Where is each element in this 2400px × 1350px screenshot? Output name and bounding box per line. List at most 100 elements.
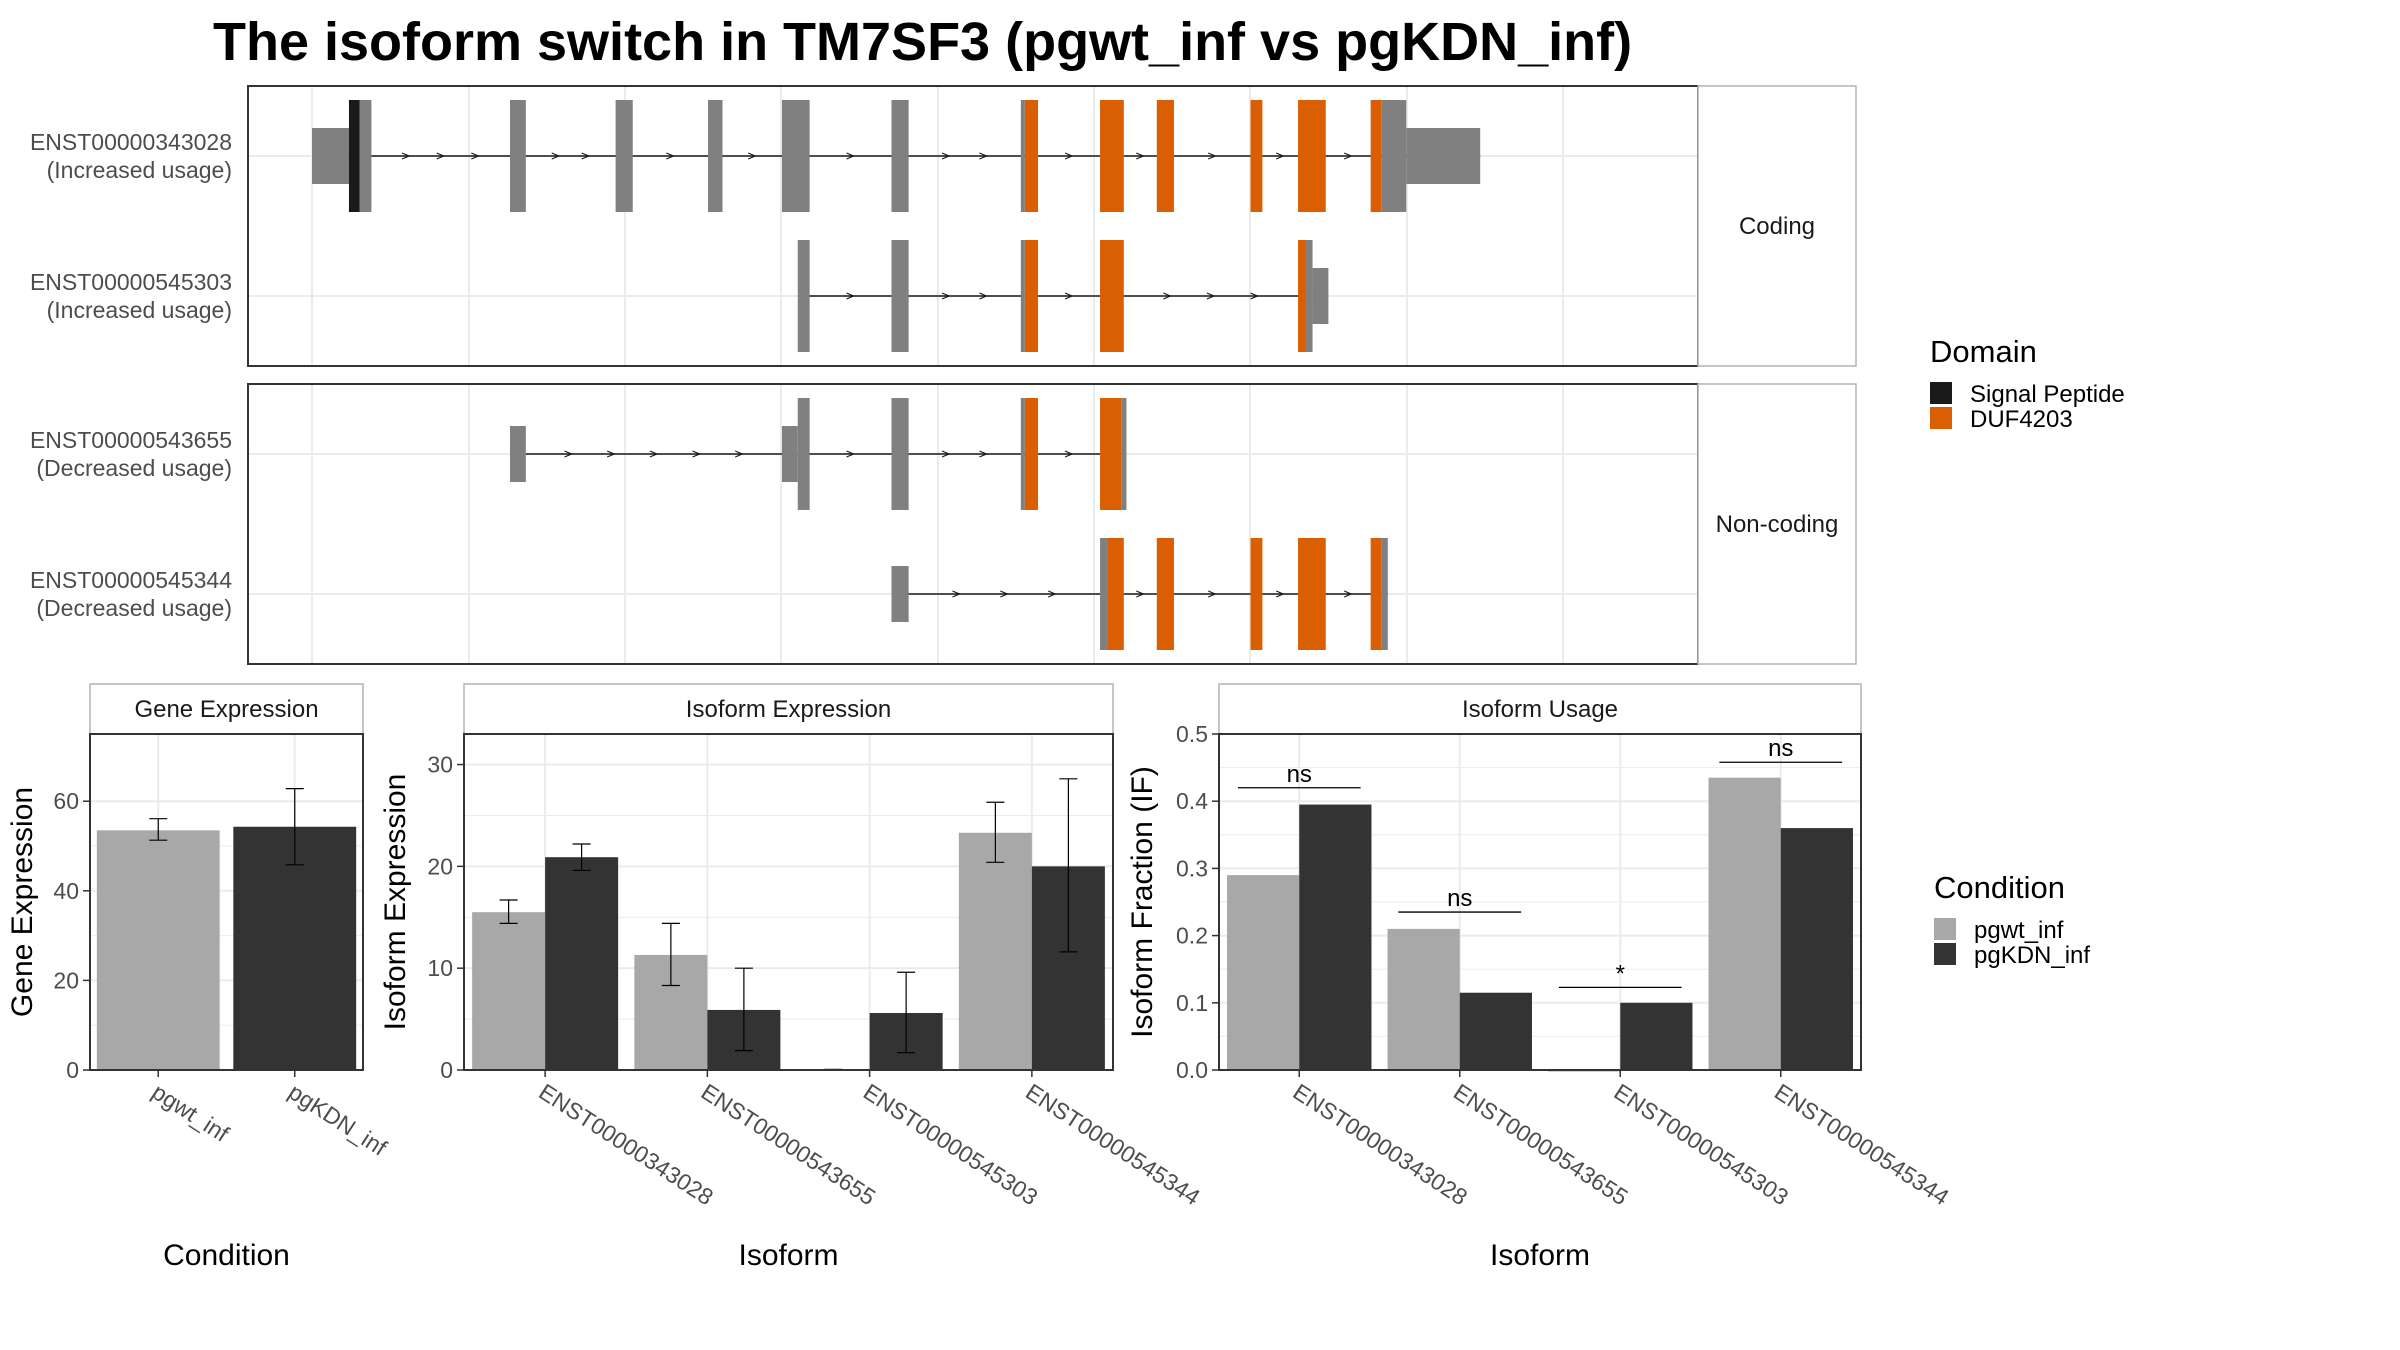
bar [1299, 804, 1372, 1070]
y-tick-label: 20 [427, 853, 453, 879]
isoform-label: ENST00000545344 (Decreased usage) [30, 567, 232, 621]
panel-strip-label: Isoform Usage [1462, 696, 1618, 723]
y-tick-label: 0.3 [1176, 855, 1208, 881]
isoform-label-line: (Increased usage) [47, 157, 232, 183]
intron-direction-arrow [1250, 292, 1260, 300]
exon-duf [1100, 100, 1124, 212]
exon-utr [1406, 128, 1481, 184]
exon-duf [1024, 100, 1038, 212]
x-tick-label: ENST00000545344 [1770, 1078, 1954, 1210]
isoform-label-line: (Increased usage) [47, 297, 232, 323]
intron-direction-arrow [606, 450, 616, 458]
intron-direction-arrow [846, 292, 856, 300]
intron-direction-arrow [941, 450, 951, 458]
intron-direction-arrow [692, 450, 702, 458]
isoform-label-line: ENST00000545344 [30, 567, 232, 593]
intron-direction-arrow [735, 450, 744, 458]
x-tick-label: ENST00000545303 [1610, 1078, 1794, 1210]
intron-direction-arrow [941, 152, 951, 160]
bar [1387, 928, 1460, 1070]
intron-direction-arrow [1343, 590, 1353, 598]
x-tick-label: ENST00000543655 [697, 1078, 881, 1210]
figure-title: The isoform switch in TM7SF3 (pgwt_inf v… [213, 12, 1632, 72]
intron-direction-arrow [1163, 292, 1172, 300]
y-tick-label: 10 [427, 955, 453, 981]
structure-panel-bg [248, 86, 1698, 366]
exon-cds [891, 100, 909, 212]
intron-direction-arrow [941, 292, 951, 300]
intron-direction-arrow [1064, 450, 1074, 458]
isoform-label-line: (Decreased usage) [36, 595, 232, 621]
isoform-label: ENST00000343028 (Increased usage) [30, 129, 232, 183]
panel-strip-label: Isoform Expression [686, 696, 891, 723]
intron-direction-arrow [1064, 292, 1074, 300]
intron-direction-arrow [979, 450, 988, 458]
intron-direction-arrow [979, 292, 988, 300]
intron-direction-arrow [1343, 152, 1353, 160]
isoform-label-line: ENST00000545303 [30, 269, 232, 295]
exon-cds [797, 398, 810, 510]
exon-duf [1298, 240, 1306, 352]
x-tick-label: ENST00000543655 [1449, 1078, 1633, 1210]
y-tick-label: 0.1 [1176, 990, 1208, 1016]
bar [472, 912, 546, 1070]
exon-duf [1250, 100, 1263, 212]
intron-direction-arrow [979, 152, 988, 160]
intron-direction-arrow [1206, 292, 1216, 300]
isoform-label: ENST00000545303 (Increased usage) [30, 269, 232, 323]
panel-frame [463, 733, 1114, 1071]
exon-utr [312, 128, 349, 184]
condition-legend-swatch [1934, 943, 1956, 965]
y-tick-label: 60 [53, 788, 79, 814]
bar [1620, 1002, 1693, 1070]
intron-direction-arrow [666, 152, 675, 160]
y-tick-label: 0 [440, 1057, 453, 1083]
panel-strip [89, 683, 364, 735]
exon-cds [891, 398, 909, 510]
intron-direction-arrow [649, 450, 659, 458]
exon-duf [1107, 538, 1124, 650]
panel-frame [89, 733, 364, 1071]
intron-direction-arrow [1064, 152, 1074, 160]
x-tick-label: ENST00000545303 [859, 1078, 1043, 1210]
exon-duf [1156, 538, 1174, 650]
domain-legend-swatch [1930, 382, 1952, 404]
intron-direction-arrow [1275, 152, 1285, 160]
exon-cds [781, 100, 810, 212]
panel-strip [463, 683, 1114, 735]
facet-strip [1697, 383, 1857, 665]
bar [1780, 828, 1853, 1070]
y-tick-label: 30 [427, 752, 453, 778]
domain-legend-label: Signal Peptide [1970, 381, 2125, 408]
isoform-expression-panel: Isoform Expression 0 10 20 30 ENST00000343028… [379, 683, 1205, 1272]
x-tick-label: ENST00000343028 [1289, 1078, 1473, 1210]
exon-cds [1020, 240, 1025, 352]
isoform-usage-panel: Isoform Usage ns ns * ns 0.0 0.1 0.2 0.3 0.4 0.5 EN… [1126, 683, 1954, 1272]
intron-direction-arrow [471, 152, 480, 160]
domain-legend-label: DUF4203 [1970, 406, 2073, 433]
panel-frame [1218, 733, 1862, 1071]
gene-structure-panel: ENST00000343028 (Increased usage) ENST0000… [30, 85, 1857, 665]
intron-direction-arrow [1136, 590, 1145, 598]
exon-utr [510, 426, 526, 482]
significance-label: ns [1768, 735, 1793, 762]
exon-cds [1020, 398, 1025, 510]
y-tick-label: 20 [53, 967, 79, 993]
y-axis-title: Isoform Expression [379, 774, 412, 1031]
isoform-label: ENST00000543655 (Decreased usage) [30, 427, 232, 481]
intron-direction-arrow [1275, 590, 1285, 598]
condition-legend-label: pgwt_inf [1974, 917, 2064, 944]
structure-panel-bg [248, 384, 1698, 664]
exon-cds [797, 240, 810, 352]
exon-duf [1024, 240, 1038, 352]
intron-direction-arrow [551, 152, 561, 160]
y-axis-title: Gene Expression [6, 787, 39, 1017]
intron-direction-arrow [1047, 590, 1057, 598]
x-axis-title: Condition [163, 1239, 290, 1272]
y-tick-label: 0.0 [1176, 1057, 1208, 1083]
isoform-label-line: ENST00000543655 [30, 427, 232, 453]
exon-duf [1298, 538, 1326, 650]
condition-legend-title: Condition [1934, 870, 2065, 905]
